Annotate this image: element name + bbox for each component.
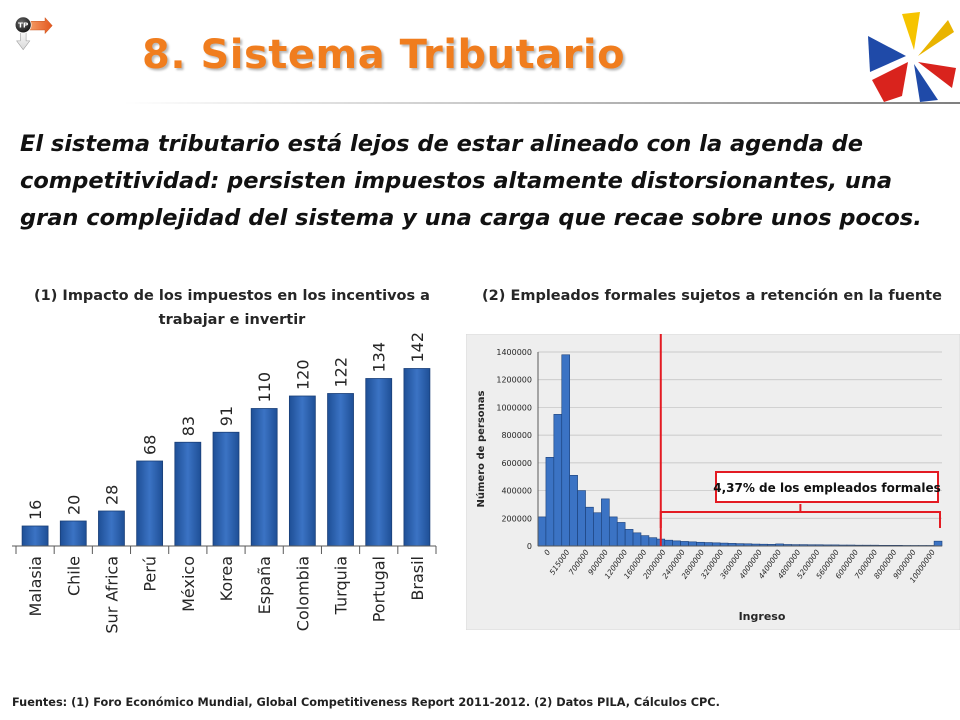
y-tick-label: 1000000 bbox=[496, 403, 532, 412]
chart-2-title: (2) Empleados formales sujetos a retenci… bbox=[482, 288, 942, 304]
bar-Chile bbox=[59, 520, 87, 547]
category-label: Turquia bbox=[332, 556, 351, 615]
category-label: Portugal bbox=[370, 556, 389, 622]
data-label: 68 bbox=[141, 435, 160, 455]
data-label: 20 bbox=[64, 495, 83, 515]
y-tick-label: 1400000 bbox=[496, 348, 532, 357]
bar-Turquia bbox=[327, 393, 354, 547]
category-label: México bbox=[179, 556, 198, 612]
category-label: Colombia bbox=[293, 556, 312, 631]
data-label: 16 bbox=[26, 500, 45, 520]
histogram-bar bbox=[933, 540, 943, 547]
tp-badge: TP bbox=[14, 16, 53, 51]
annotation-bracket bbox=[659, 504, 941, 528]
histogram-bar bbox=[608, 516, 618, 547]
histogram-bar bbox=[680, 541, 689, 547]
histogram-bar bbox=[704, 542, 713, 547]
histogram-bar bbox=[648, 537, 658, 547]
histogram-bar bbox=[640, 535, 650, 547]
histogram-bar bbox=[624, 529, 634, 547]
x-axis-label: Ingreso bbox=[739, 610, 786, 623]
histogram-bar bbox=[569, 475, 578, 547]
histogram-bar bbox=[553, 414, 563, 547]
bar-Malasia bbox=[21, 525, 49, 547]
y-tick-label: 600000 bbox=[501, 459, 532, 468]
bar-Korea bbox=[212, 431, 240, 547]
histogram-bar bbox=[593, 512, 602, 547]
bar-Sur Africa bbox=[98, 510, 125, 547]
category-label: Chile bbox=[64, 556, 83, 596]
histogram-bar bbox=[688, 541, 697, 547]
histogram-bar bbox=[545, 457, 555, 547]
title-divider bbox=[124, 102, 960, 104]
histogram-bar bbox=[537, 516, 547, 547]
data-label: 122 bbox=[332, 357, 351, 388]
histogram-bar bbox=[696, 541, 705, 547]
y-tick-label: 200000 bbox=[501, 514, 532, 523]
histogram-bar bbox=[601, 498, 610, 547]
histogram-bar bbox=[577, 490, 586, 547]
data-label: 28 bbox=[102, 485, 121, 505]
tp-badge-label: TP bbox=[18, 20, 29, 29]
bar-Perú bbox=[136, 460, 164, 547]
bar-Brasil bbox=[403, 368, 431, 547]
bar-Colombia bbox=[288, 395, 316, 547]
data-label: 91 bbox=[217, 406, 236, 426]
chart-1-title: (1) Impacto de los impuestos en los ince… bbox=[34, 288, 430, 328]
x-tick-label: 0 bbox=[542, 548, 552, 557]
histogram-bar bbox=[664, 539, 673, 547]
category-label: Perú bbox=[141, 556, 160, 592]
histogram-bar bbox=[616, 522, 626, 547]
y-tick-label: 1200000 bbox=[496, 376, 532, 385]
chart-2: 0 200000 400000 600000 800000 1000000 1200000 1… bbox=[466, 334, 960, 630]
category-label: España bbox=[255, 556, 274, 614]
subtitle: El sistema tributario está lejos de esta… bbox=[20, 131, 922, 231]
y-tick-label: 0 bbox=[527, 542, 532, 551]
data-label: 110 bbox=[255, 372, 274, 403]
annotation-label: 4,37% de los empleados formales bbox=[713, 481, 941, 495]
y-axis-label: Número de personas bbox=[475, 391, 487, 508]
bar-Portugal bbox=[365, 378, 393, 547]
y-tick-label: 800000 bbox=[501, 431, 532, 440]
histogram-bar bbox=[672, 540, 681, 547]
footnote: Fuentes: (1) Foro Económico Mundial, Glo… bbox=[12, 696, 720, 709]
category-label: Brasil bbox=[408, 556, 427, 601]
histogram-bar bbox=[561, 354, 570, 547]
y-tick-label: 400000 bbox=[501, 487, 532, 496]
data-label: 142 bbox=[408, 332, 427, 363]
chart-1: 16 20 28 68 83 91 110 120 122 134 142 Malasia Chile S… bbox=[12, 332, 437, 634]
right-arrow-icon bbox=[27, 17, 53, 35]
annotation-box bbox=[715, 471, 939, 503]
category-label: Sur Africa bbox=[102, 556, 121, 634]
bar-España bbox=[250, 408, 278, 547]
data-label: 120 bbox=[293, 359, 312, 390]
bar-México bbox=[174, 441, 202, 547]
data-label: 83 bbox=[179, 416, 198, 436]
histogram-bar bbox=[632, 532, 642, 547]
logo-icon bbox=[868, 12, 956, 102]
category-label: Korea bbox=[217, 556, 236, 601]
page-title: 8. Sistema Tributario bbox=[142, 32, 626, 78]
data-label: 134 bbox=[370, 342, 389, 373]
category-label: Malasia bbox=[26, 556, 45, 616]
histogram-bar bbox=[585, 506, 594, 547]
